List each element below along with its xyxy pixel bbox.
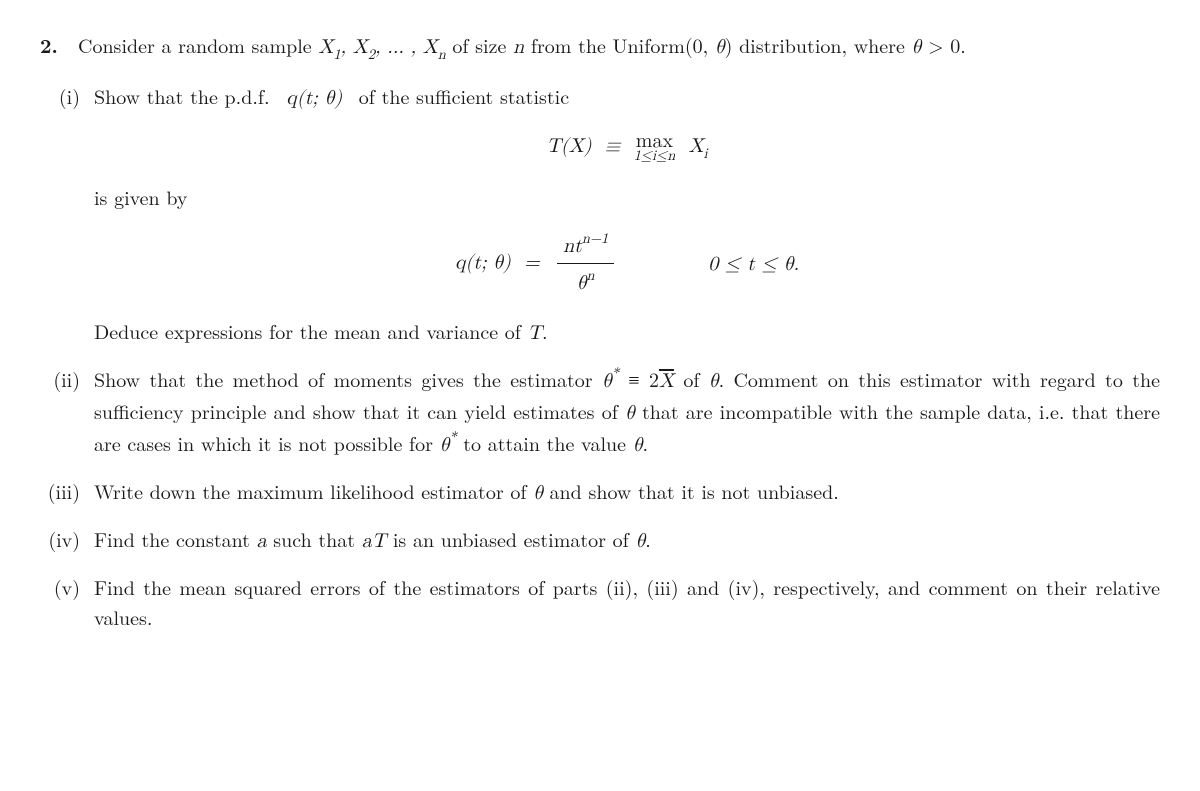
part-i-eq2: q(t; θ) = ntn−1 θn 0 ≤ t ≤ θ. (94, 230, 1160, 298)
part-body: Write down the maximum likelihood estima… (94, 476, 1160, 508)
part-ii: (ii) Show that the method of moments giv… (46, 364, 1160, 460)
part-i-line2: is given by (94, 182, 1160, 212)
eq-condition: 0 ≤ t ≤ θ. (708, 249, 799, 279)
part-i: (i) Show that the p.d.f. q(t; θ) of the … (46, 81, 1160, 348)
part-i-line3: Deduce expressions for the mean and vari… (94, 316, 1160, 348)
part-iv: (iv) Find the constant a such that aT is… (46, 524, 1160, 556)
part-iii: (iii) Write down the maximum likelihood … (46, 476, 1160, 508)
part-body: Find the mean squared errors of the esti… (94, 572, 1160, 632)
problem-intro: Consider a random sample X1, X2, … , Xn … (78, 30, 1160, 65)
problem: 2. Consider a random sample X1, X2, … , … (40, 30, 1160, 65)
frac-numerator: ntn−1 (557, 230, 614, 265)
max-subscript: 1≤i≤n (634, 149, 676, 163)
part-label: (i) (46, 81, 80, 348)
frac-denominator: θn (557, 264, 614, 298)
part-label: (ii) (46, 364, 80, 460)
part-label: (iii) (46, 476, 80, 508)
problem-number: 2. (40, 30, 64, 65)
part-body: Show that the method of moments gives th… (94, 364, 1160, 460)
part-body: Find the constant a such that aT is an u… (94, 524, 1160, 556)
part-i-line1: Show that the p.d.f. q(t; θ) of the suff… (94, 81, 1160, 113)
part-v: (v) Find the mean squared errors of the … (46, 572, 1160, 632)
part-label: (v) (46, 572, 80, 632)
part-i-eq1: T(X) ≡ max 1≤i≤n Xi (94, 131, 1160, 164)
part-body: Show that the p.d.f. q(t; θ) of the suff… (94, 81, 1160, 348)
part-label: (iv) (46, 524, 80, 556)
